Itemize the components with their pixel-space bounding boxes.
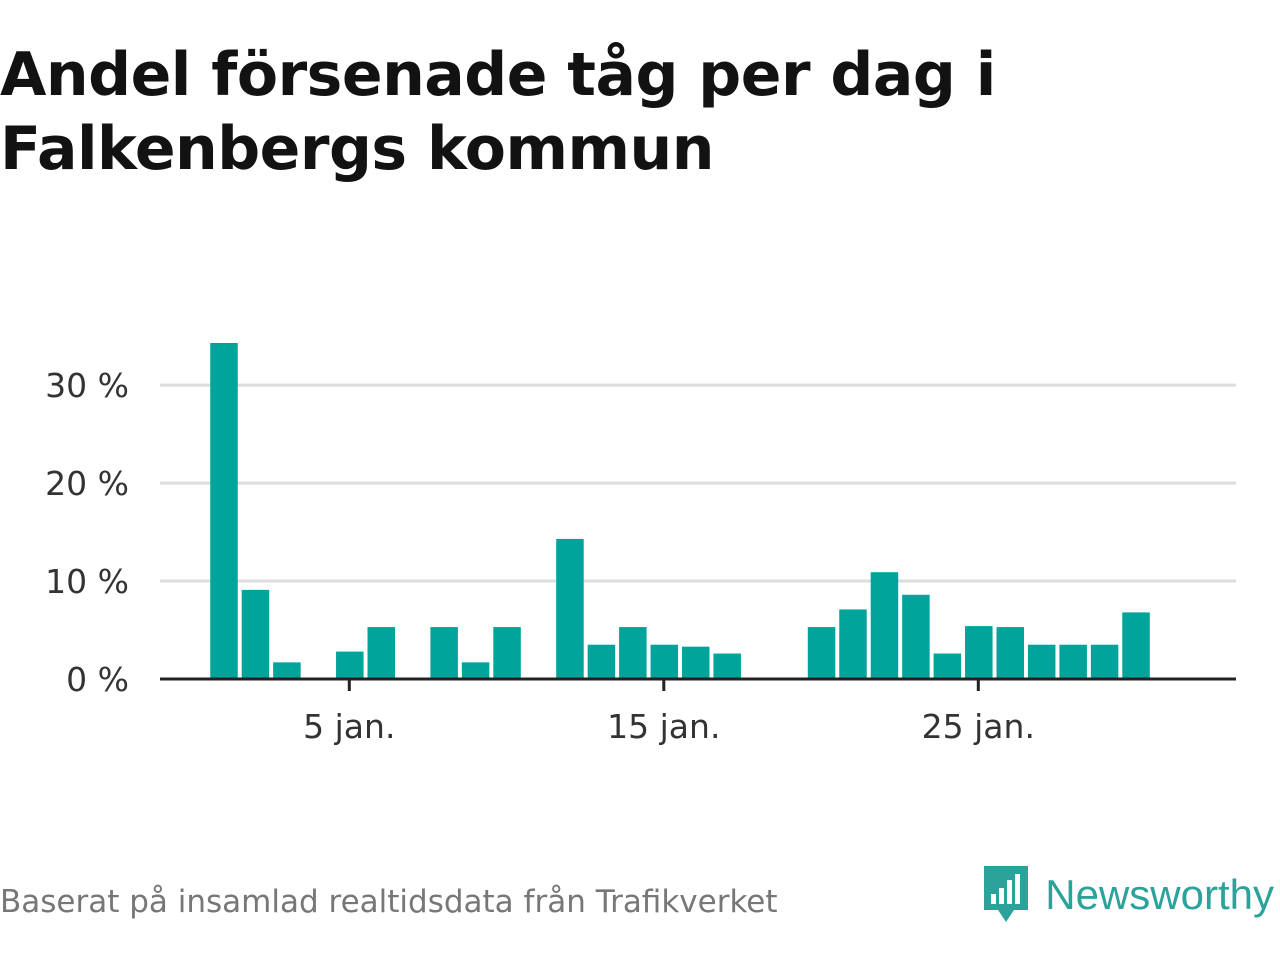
bar	[902, 594, 930, 679]
bar	[713, 653, 741, 679]
axes	[160, 677, 1236, 691]
bar	[1122, 612, 1150, 679]
bar	[839, 609, 867, 679]
newsworthy-chart-bubble-icon	[984, 866, 1029, 922]
bar	[1090, 644, 1119, 679]
x-tick-label: 25 jan.	[922, 707, 1035, 746]
bar	[493, 627, 521, 679]
bar	[965, 626, 993, 679]
bar	[587, 644, 616, 679]
bar	[241, 589, 270, 679]
bar	[1027, 644, 1056, 679]
source-note: Baserat på insamlad realtidsdata från Tr…	[0, 884, 778, 920]
bar	[1059, 644, 1087, 679]
bar	[273, 662, 301, 679]
y-tick-label: 10 %	[45, 562, 129, 601]
tick-labels: 0 % 10 % 20 % 30 % 5 jan. 15 jan. 25 jan.	[45, 366, 1035, 746]
bar	[210, 343, 238, 679]
bar	[461, 662, 490, 679]
x-tick-label: 15 jan.	[607, 707, 720, 746]
brand-logo-link[interactable]: Newsworthy	[981, 864, 1274, 926]
brand-name: Newsworthy	[1045, 871, 1274, 918]
bar	[933, 653, 962, 679]
bar	[430, 627, 458, 679]
x-tick-label: 5 jan.	[303, 707, 395, 746]
bar	[870, 572, 899, 679]
y-tick-label: 30 %	[45, 366, 129, 405]
y-tick-label: 0 %	[66, 660, 129, 699]
bar	[650, 644, 679, 679]
bar	[807, 627, 836, 679]
bar	[367, 627, 395, 679]
bar-series	[210, 343, 1150, 679]
bar	[996, 627, 1024, 679]
grid-lines	[160, 383, 1236, 583]
chart-title: Andel försenade tåg per dag i Falkenberg…	[0, 40, 996, 184]
bar	[619, 627, 647, 679]
y-tick-label: 20 %	[45, 464, 129, 503]
bar	[336, 651, 364, 679]
bar	[556, 538, 584, 679]
bar	[682, 646, 710, 679]
